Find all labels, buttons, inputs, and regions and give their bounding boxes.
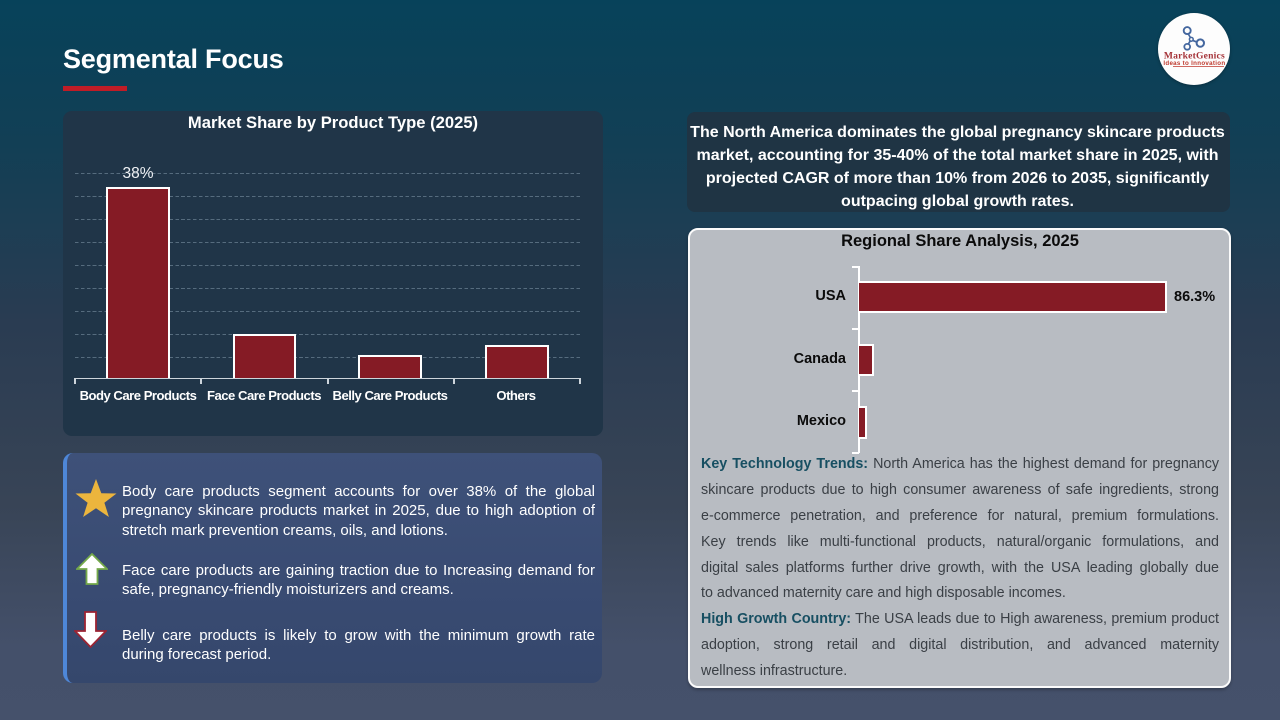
svg-text:MarketGenics: MarketGenics bbox=[1164, 51, 1225, 62]
svg-text:Ideas to Innovation: Ideas to Innovation bbox=[1163, 60, 1225, 67]
